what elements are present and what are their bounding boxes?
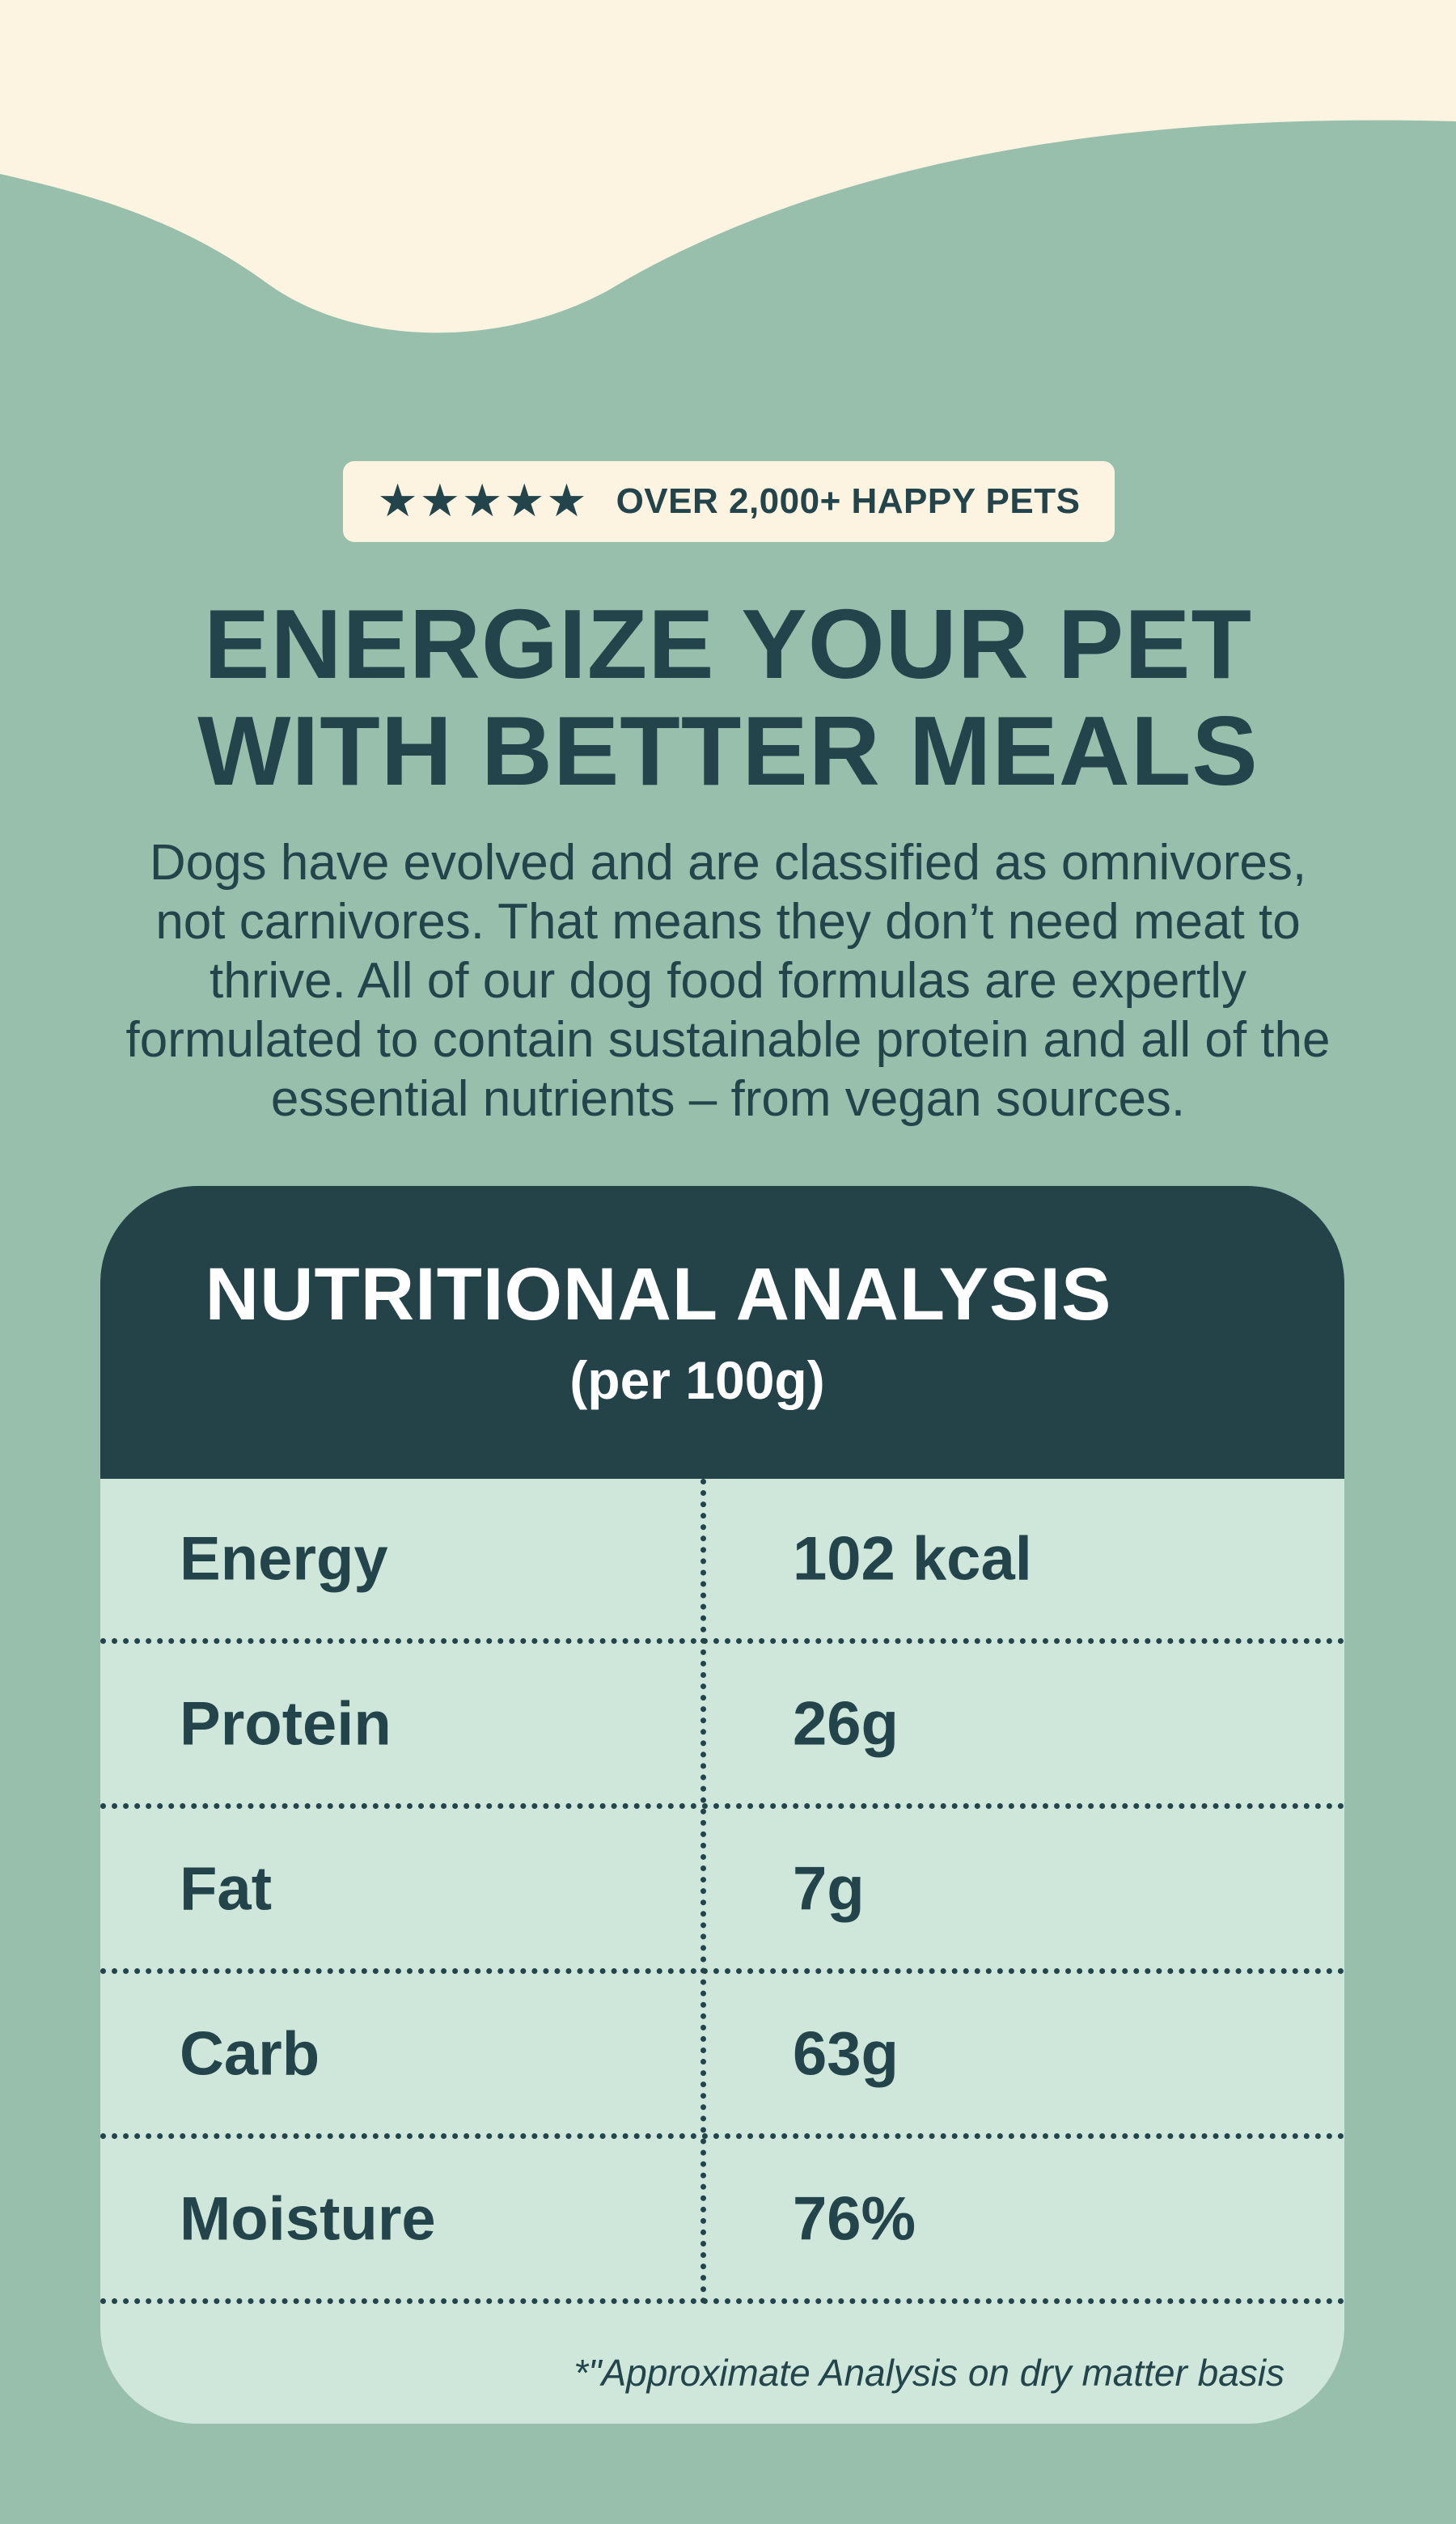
nutrition-subtitle: (per 100g)	[569, 1350, 825, 1410]
table-row: Fat 7g	[100, 1809, 1344, 1974]
nutrition-card: NUTRITIONAL ANALYSIS (per 100g) Energy 1…	[100, 1186, 1344, 2424]
intro-line-2: not carnivores. That means they don’t ne…	[155, 894, 1301, 950]
intro-line-4: formulated to contain sustainable protei…	[125, 1012, 1331, 1068]
decorative-wave	[0, 0, 1456, 333]
intro-line-1: Dogs have evolved and are classified as …	[149, 835, 1307, 891]
star-icon: ★★★★★	[377, 475, 589, 527]
intro-line-3: thrive. All of our dog food formulas are…	[210, 953, 1246, 1009]
nutrient-value: 26g	[793, 1689, 899, 1758]
badge-text: OVER 2,000+ HAPPY PETS	[616, 481, 1081, 521]
headline: ENERGIZE YOUR PET WITH BETTER MEALS	[0, 591, 1456, 804]
intro-line-5: essential nutrients – from vegan sources…	[270, 1071, 1186, 1127]
headline-line-2: WITH BETTER MEALS	[197, 696, 1259, 806]
nutrient-label: Fat	[180, 1854, 272, 1923]
nutrition-title: NUTRITIONAL ANALYSIS	[205, 1253, 1112, 1336]
nutrition-header: NUTRITIONAL ANALYSIS (per 100g)	[100, 1186, 1344, 1479]
column-divider	[700, 1479, 706, 2304]
footnote: *"Approximate Analysis on dry matter bas…	[574, 2352, 1285, 2394]
headline-line-1: ENERGIZE YOUR PET	[204, 589, 1252, 699]
table-row: Carb 63g	[100, 1974, 1344, 2139]
table-row: Moisture 76%	[100, 2139, 1344, 2304]
nutrient-label: Energy	[180, 1524, 388, 1593]
rating-badge: ★★★★★ OVER 2,000+ HAPPY PETS	[343, 461, 1115, 542]
nutrient-label: Moisture	[180, 2184, 436, 2253]
nutrient-label: Protein	[180, 1689, 392, 1758]
nutrient-label: Carb	[180, 2019, 320, 2088]
intro-paragraph: Dogs have evolved and are classified as …	[49, 833, 1407, 1129]
nutrient-value: 7g	[793, 1854, 865, 1923]
nutrient-value: 76%	[793, 2184, 916, 2253]
nutrient-value: 102 kcal	[793, 1524, 1032, 1593]
table-row: Energy 102 kcal	[100, 1479, 1344, 1644]
table-row: Protein 26g	[100, 1644, 1344, 1809]
nutrient-value: 63g	[793, 2019, 899, 2088]
nutrition-table: Energy 102 kcal Protein 26g Fat 7g Carb …	[100, 1479, 1344, 2304]
